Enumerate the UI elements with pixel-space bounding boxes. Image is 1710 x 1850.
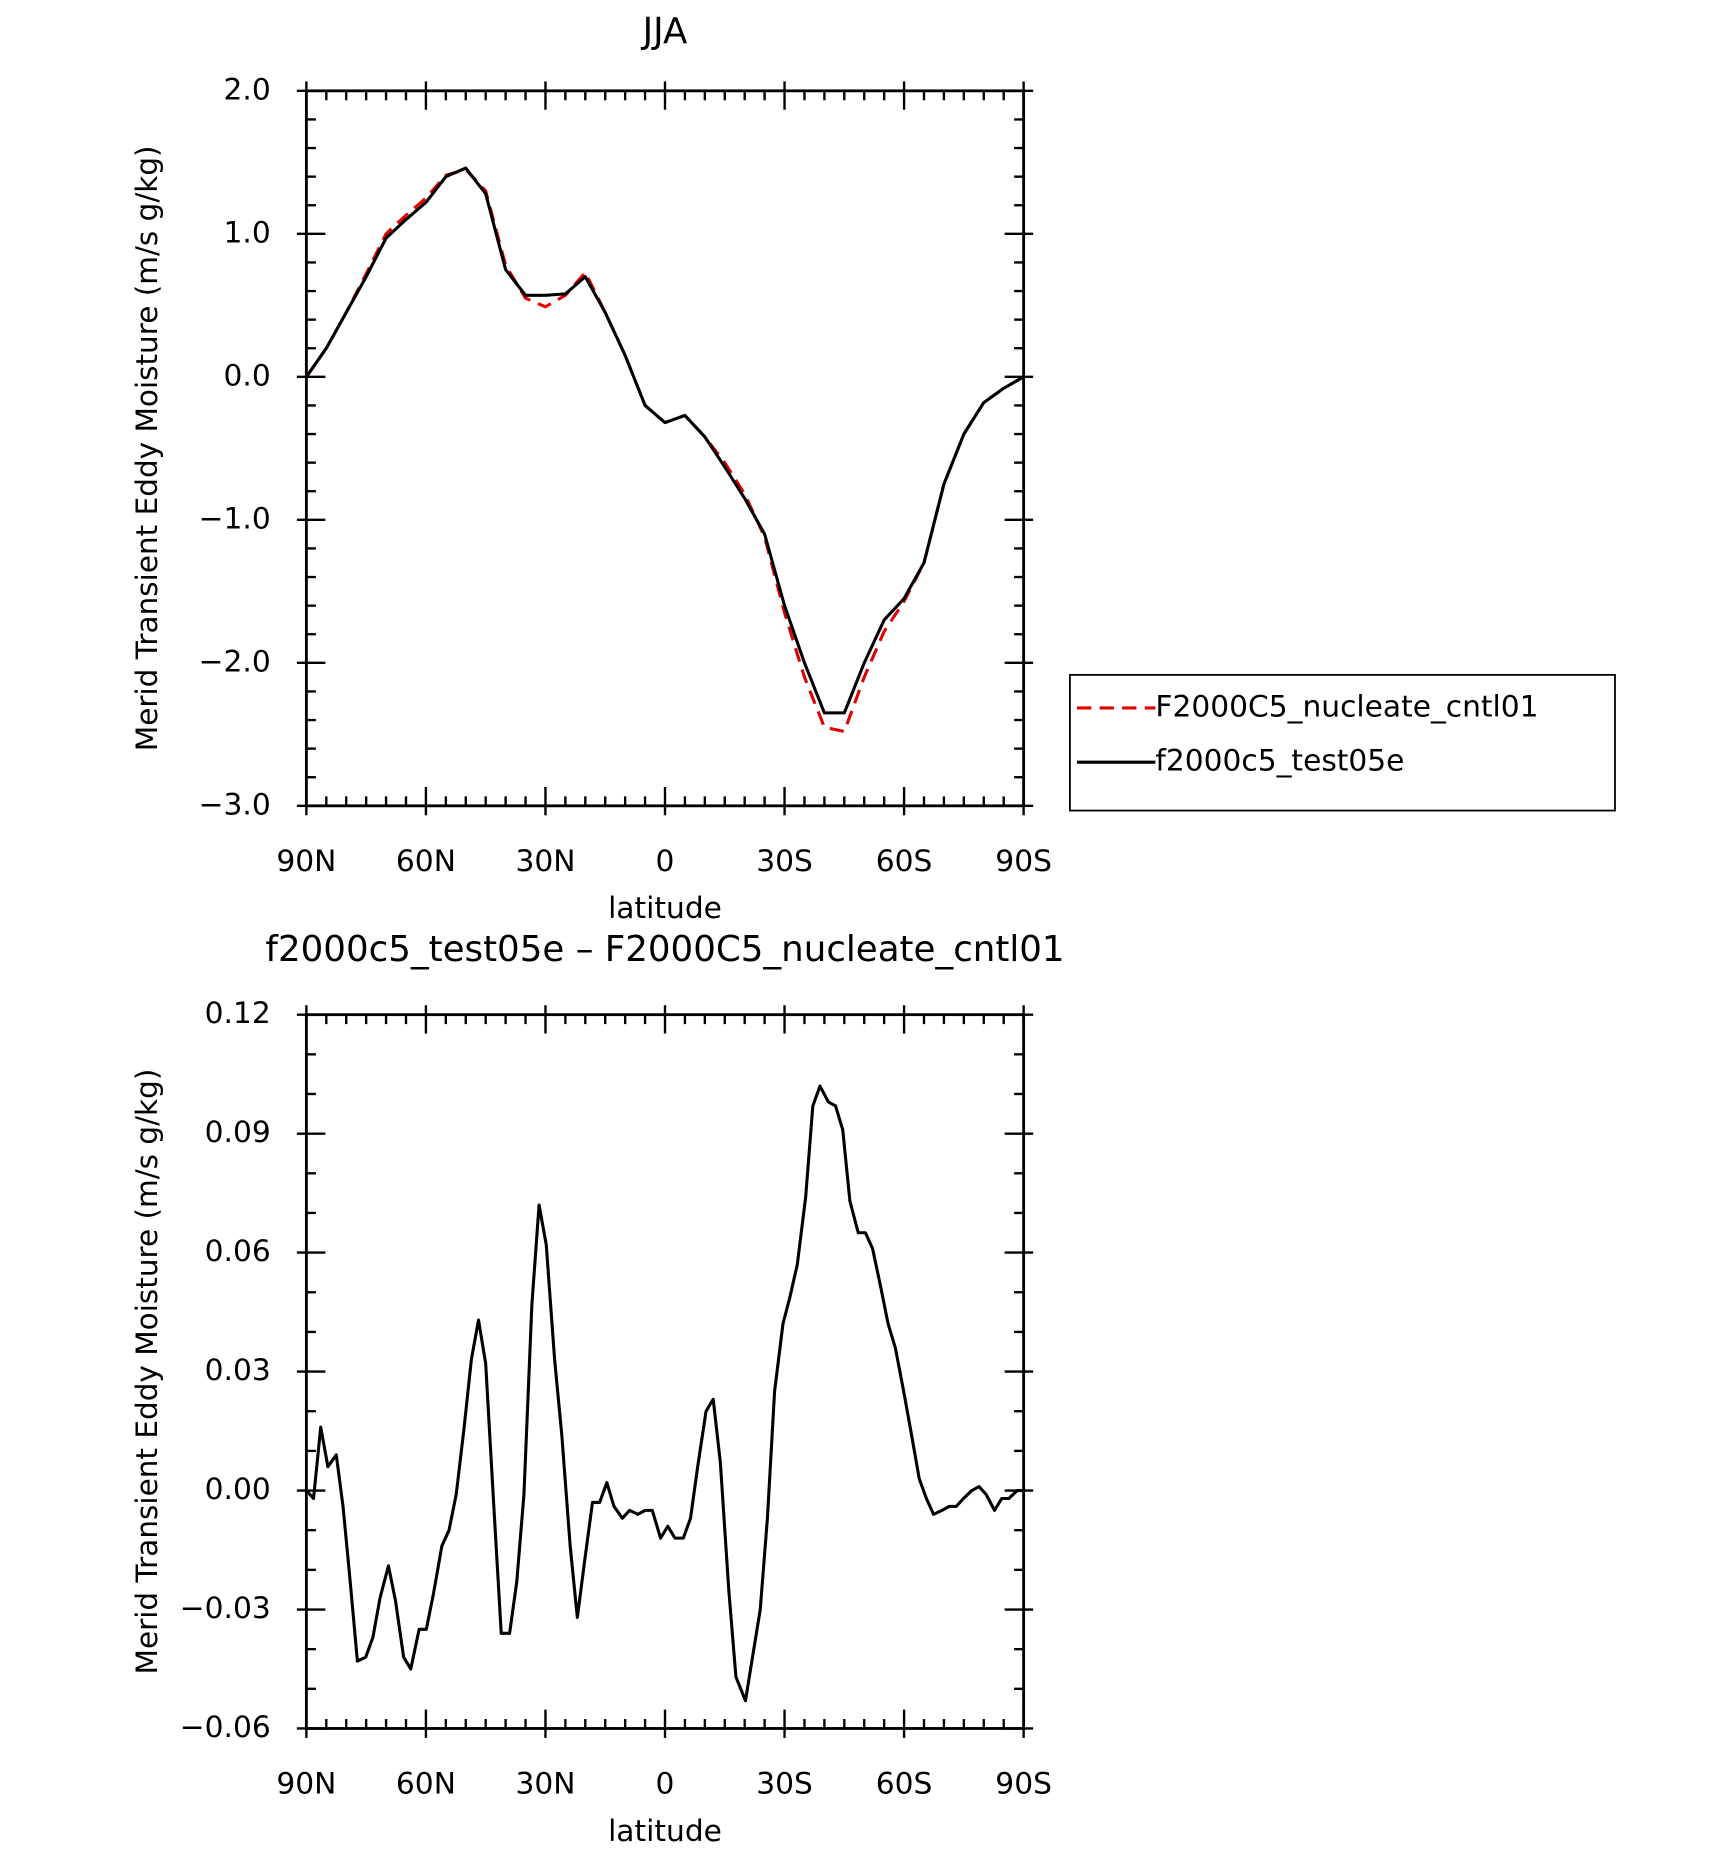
x-tick-label: 0: [656, 1767, 675, 1801]
x-tick-label: 30N: [515, 1767, 575, 1801]
data-line: [305, 167, 1025, 734]
y-tick-label: 2.0: [224, 72, 271, 106]
x-axis-label: latitude: [608, 891, 722, 925]
x-tick-label: 30N: [515, 844, 575, 878]
plot-frame: [304, 1013, 1026, 1730]
chart-title: f2000c5_test05e – F2000C5_nucleate_cntl0…: [265, 929, 1064, 970]
y-tick-label: 0.03: [205, 1353, 271, 1387]
chart-title: JJA: [641, 11, 688, 52]
y-tick-label: −0.03: [180, 1591, 271, 1625]
x-tick-label: 90S: [995, 1767, 1052, 1801]
legend-label: F2000C5_nucleate_cntl01: [1155, 689, 1538, 723]
data-line: [305, 1084, 1024, 1703]
x-tick-label: 60S: [876, 844, 933, 878]
x-tick-label: 0: [656, 844, 675, 878]
y-tick-label: 0.06: [205, 1234, 271, 1268]
x-tick-label: 30S: [756, 1767, 813, 1801]
x-tick-label: 90N: [276, 1767, 336, 1801]
data-line: [305, 166, 1025, 715]
x-axis-label: latitude: [608, 1814, 722, 1848]
x-tick-label: 60N: [396, 1767, 456, 1801]
plot-frame: [304, 89, 1026, 808]
y-tick-label: 0.09: [205, 1115, 271, 1149]
y-tick-label: −3.0: [199, 787, 271, 821]
y-tick-label: −1.0: [199, 501, 271, 535]
x-tick-label: 30S: [756, 844, 813, 878]
y-axis-label: Merid Transient Eddy Moisture (m/s g/kg): [130, 1069, 164, 1675]
legend: F2000C5_nucleate_cntl01 f2000c5_test05e: [1069, 673, 1616, 812]
x-tick-label: 90S: [995, 844, 1052, 878]
y-tick-label: 1.0: [224, 215, 271, 249]
x-tick-label: 60S: [876, 1767, 933, 1801]
y-tick-label: 0.0: [224, 358, 271, 392]
legend-box: [1069, 673, 1616, 812]
y-tick-label: 0.12: [205, 996, 271, 1030]
y-axis-label: Merid Transient Eddy Moisture (m/s g/kg): [130, 145, 164, 751]
y-tick-label: 0.00: [205, 1472, 271, 1506]
x-tick-label: 60N: [396, 844, 456, 878]
x-tick-label: 90N: [276, 844, 336, 878]
legend-label: f2000c5_test05e: [1155, 744, 1404, 778]
y-tick-label: −0.06: [180, 1710, 271, 1744]
y-tick-label: −2.0: [199, 644, 271, 678]
